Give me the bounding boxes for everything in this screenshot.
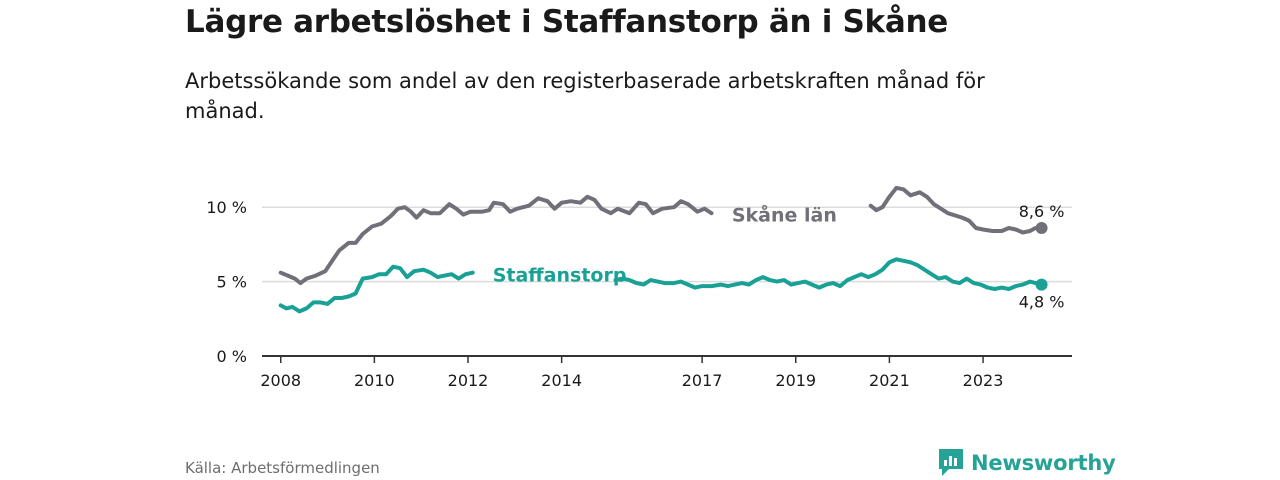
x-axis: 2008 2010 2012 2014 2017 2019 2021 2023	[260, 355, 1072, 390]
end-point-skane	[1035, 222, 1048, 235]
series-label-staffanstorp: Staffanstorp	[493, 265, 627, 287]
end-value-label: 8,6 %	[1019, 202, 1065, 221]
series-line-staffanstorp	[278, 264, 475, 314]
x-tick-label: 2012	[448, 371, 489, 390]
x-tick-label: 2021	[869, 371, 910, 390]
label-layer: Skåne län 8,6 % Staffanstorp 4,8 %	[493, 202, 1065, 312]
end-value-label: 4,8 %	[1019, 293, 1065, 312]
end-point-staffanstorp	[1035, 278, 1048, 291]
series-label-skane: Skåne län	[732, 203, 837, 227]
y-tick-label: 5 %	[217, 273, 247, 292]
x-tick-label: 2014	[541, 371, 582, 390]
x-tick-label: 2023	[963, 371, 1004, 390]
chart-subtitle: Arbetssökande som andel av den registerb…	[185, 69, 985, 123]
series-line-skane	[868, 185, 1044, 235]
series-layer	[278, 185, 1044, 314]
y-tick-label: 10 %	[206, 198, 247, 217]
y-tick-label: 0 %	[217, 347, 247, 366]
source-note: Källa: Arbetsförmedlingen	[185, 459, 380, 477]
x-tick-label: 2008	[260, 371, 301, 390]
x-tick-label: 2017	[682, 371, 723, 390]
series-line-skane	[278, 194, 714, 286]
newsworthy-logo[interactable]: Newsworthy	[937, 448, 1116, 478]
x-tick-label: 2010	[354, 371, 395, 390]
newsworthy-logo-text: Newsworthy	[971, 451, 1116, 475]
series-line-staffanstorp	[613, 257, 1044, 291]
newsworthy-logo-icon	[939, 449, 963, 476]
x-tick-label: 2019	[775, 371, 816, 390]
chart-title: Lägre arbetslöshet i Staffanstorp än i S…	[185, 4, 948, 40]
